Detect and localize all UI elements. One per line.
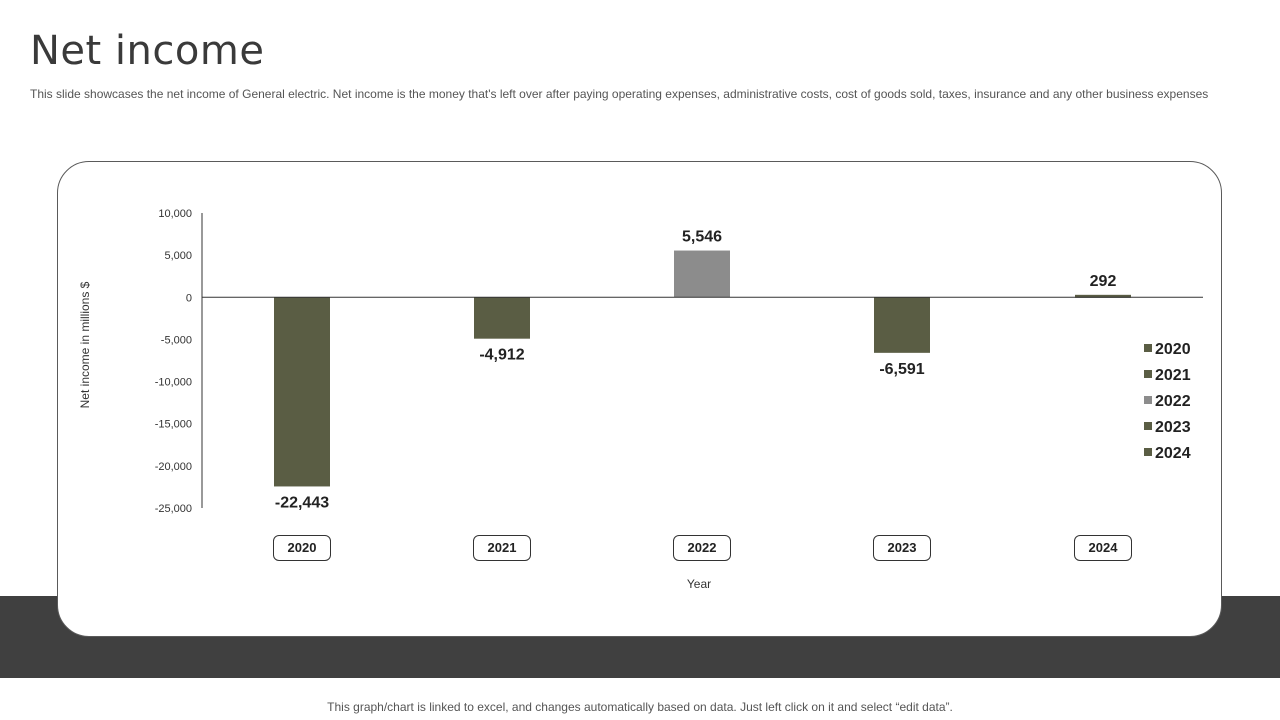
data-label: -4,912 <box>479 347 524 364</box>
x-tick-label: 2023 <box>873 535 931 561</box>
page-title: Net income <box>30 28 265 74</box>
legend-entry: 2020 <box>1155 341 1191 358</box>
footer-note: This graph/chart is linked to excel, and… <box>327 700 953 714</box>
y-tick-label: -10,000 <box>155 377 192 389</box>
x-axis-title: Year <box>687 577 711 591</box>
data-label: -6,591 <box>879 361 924 378</box>
data-label: 292 <box>1090 273 1117 290</box>
bar-2021 <box>474 297 530 339</box>
bar-2020 <box>274 297 330 487</box>
y-tick-label: -5,000 <box>161 334 192 346</box>
legend-swatch <box>1144 396 1152 404</box>
legend-swatch <box>1144 370 1152 378</box>
y-tick-label: -15,000 <box>155 419 192 431</box>
bar-2023 <box>874 297 930 353</box>
legend-swatch <box>1144 422 1152 430</box>
legend-entry: 2023 <box>1155 419 1191 436</box>
chart-card <box>57 161 1222 637</box>
legend-swatch <box>1144 448 1152 456</box>
y-tick-label: 5,000 <box>164 250 192 262</box>
y-tick-label: 0 <box>186 292 192 304</box>
data-label: 5,546 <box>682 229 722 246</box>
legend-swatch <box>1144 344 1152 352</box>
legend-entry: 2021 <box>1155 367 1191 384</box>
x-tick-label: 2021 <box>473 535 531 561</box>
y-tick-label: -20,000 <box>155 461 192 473</box>
y-axis-title: Net income in millions $ <box>78 281 92 408</box>
y-tick-label: -25,000 <box>155 503 192 515</box>
legend-entry: 2022 <box>1155 393 1191 410</box>
x-tick-label: 2020 <box>273 535 331 561</box>
x-tick-label: 2024 <box>1074 535 1132 561</box>
x-tick-label: 2022 <box>673 535 731 561</box>
page-subtitle: This slide showcases the net income of G… <box>30 87 1209 101</box>
bar-2022 <box>674 250 730 298</box>
data-label: -22,443 <box>275 494 329 511</box>
y-tick-label: 10,000 <box>158 208 192 220</box>
bar-2024 <box>1075 294 1131 298</box>
legend-entry: 2024 <box>1155 445 1191 462</box>
